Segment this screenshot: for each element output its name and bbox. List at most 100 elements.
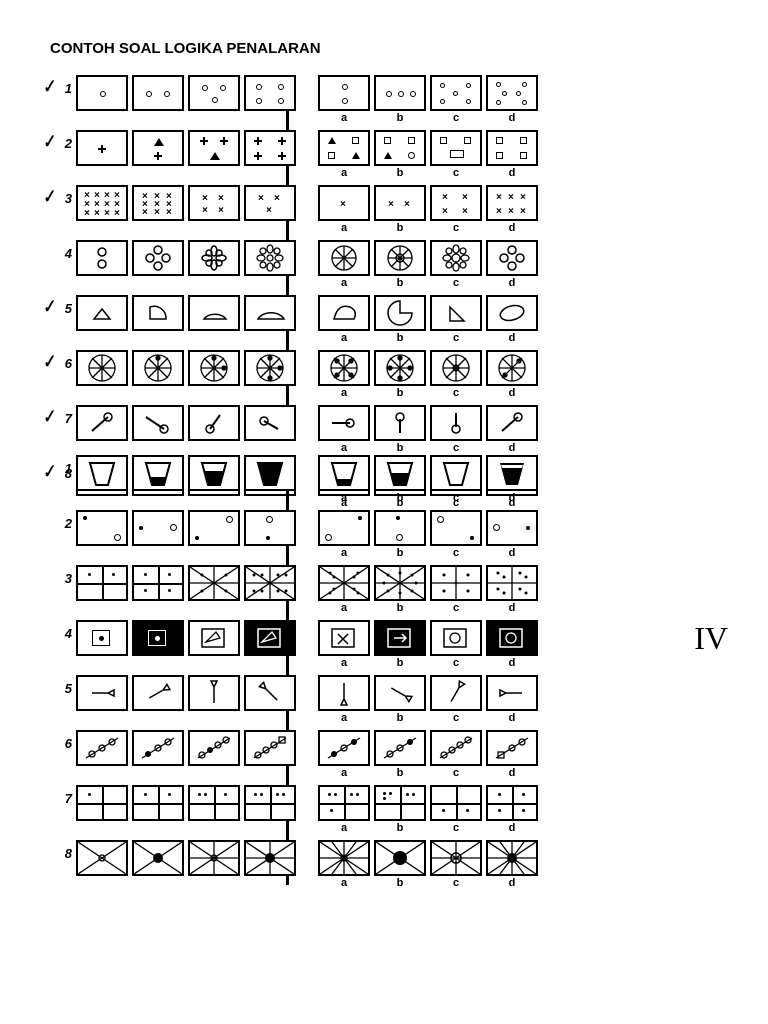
chain-icon (488, 732, 536, 764)
opt-cell (486, 620, 538, 656)
seq-cell (188, 510, 240, 546)
opt-cell (430, 840, 482, 876)
seq-cell (76, 75, 128, 111)
answers: a b c d (318, 730, 538, 779)
seq-cell (188, 785, 240, 821)
wheel-icon (246, 352, 294, 384)
opt-label: d (509, 388, 516, 399)
opt-label: b (397, 168, 404, 179)
opt-cell (486, 840, 538, 876)
seq-cell (244, 785, 296, 821)
seq-cell (76, 840, 128, 876)
opt-cell (430, 675, 482, 711)
seq-cell (188, 565, 240, 601)
opt-label: a (341, 658, 347, 669)
opt-label: c (453, 713, 459, 724)
opt-label: a (341, 168, 347, 179)
opt-cell (430, 130, 482, 166)
answers: ×a ××b ××××c ××××××d (318, 185, 538, 234)
opt-label: a (341, 823, 347, 834)
opt-label: b (397, 603, 404, 614)
star-icon (320, 842, 368, 874)
opt-label: a (341, 768, 347, 779)
cup-icon (376, 457, 424, 489)
seq-cell (244, 130, 296, 166)
opt-label: d (509, 603, 516, 614)
seq-cell (76, 455, 128, 491)
row-number: 3 (50, 565, 72, 586)
opt-cell (430, 405, 482, 441)
seq-cell (244, 240, 296, 276)
stick-icon (376, 407, 424, 439)
seq-cell (76, 565, 128, 601)
row-number: 6 (50, 730, 72, 751)
seq-cell (132, 455, 184, 491)
flower-icon (78, 242, 126, 274)
sequence (76, 130, 296, 166)
seq-cell (132, 240, 184, 276)
chain-icon (78, 732, 126, 764)
answers: a b c d (318, 620, 538, 669)
flower-icon (246, 242, 294, 274)
answers: a b c d (318, 840, 538, 889)
sequence (76, 295, 296, 331)
pencil-icon (134, 677, 182, 709)
opt-label: b (397, 333, 404, 344)
opt-cell (318, 785, 370, 821)
s1-row-4: 4 a b c d (50, 240, 718, 289)
grid-icon (246, 567, 294, 599)
opt-cell (430, 620, 482, 656)
row-number: 4 (50, 620, 72, 641)
opt-cell: ×× (374, 185, 426, 221)
seq-cell (244, 840, 296, 876)
sequence (76, 240, 296, 276)
answers: a b c d (318, 565, 538, 614)
arc-icon (432, 297, 480, 329)
cup-icon (320, 457, 368, 489)
s2-row-4: 4 a b c d (50, 620, 718, 669)
opt-cell (374, 510, 426, 546)
opt-cell (374, 240, 426, 276)
sequence (76, 730, 296, 766)
opt-label: c (453, 333, 459, 344)
s1-row-7: 7 a b c d (50, 405, 718, 454)
opt-label: b (397, 493, 404, 504)
grid-icon (190, 567, 238, 599)
seq-cell (132, 130, 184, 166)
opt-cell (486, 295, 538, 331)
seq-cell (132, 350, 184, 386)
pencil-icon (246, 677, 294, 709)
opt-label: b (397, 768, 404, 779)
chain-icon (246, 732, 294, 764)
star-icon (432, 842, 480, 874)
invert-icon (320, 622, 368, 654)
opt-cell (374, 565, 426, 601)
seq-cell (244, 565, 296, 601)
opt-cell (318, 455, 370, 491)
opt-cell (486, 75, 538, 111)
opt-cell: × (318, 185, 370, 221)
seq-cell (132, 405, 184, 441)
star-icon (376, 842, 424, 874)
s2-row-7: 7 a b c d (50, 785, 718, 834)
opt-cell (486, 130, 538, 166)
s1-row-6: 6 a b c d (50, 350, 718, 399)
seq-cell (188, 730, 240, 766)
invert-icon (432, 622, 480, 654)
seq-cell (244, 730, 296, 766)
sequence (76, 675, 296, 711)
opt-cell (430, 350, 482, 386)
pencil-icon (190, 677, 238, 709)
s1-row-3: 3 ×××××××××××× ××××××××× ×××× ××× ×a ××b… (50, 185, 718, 234)
opt-label: a (341, 278, 347, 289)
row-number: 5 (50, 295, 72, 316)
opt-cell (318, 350, 370, 386)
opt-label: a (341, 223, 347, 234)
arc-icon (246, 297, 294, 329)
seq-cell (244, 405, 296, 441)
seq-cell (244, 350, 296, 386)
opt-cell (374, 455, 426, 491)
opt-label: b (397, 443, 404, 454)
seq-cell (76, 510, 128, 546)
arc-icon (320, 297, 368, 329)
